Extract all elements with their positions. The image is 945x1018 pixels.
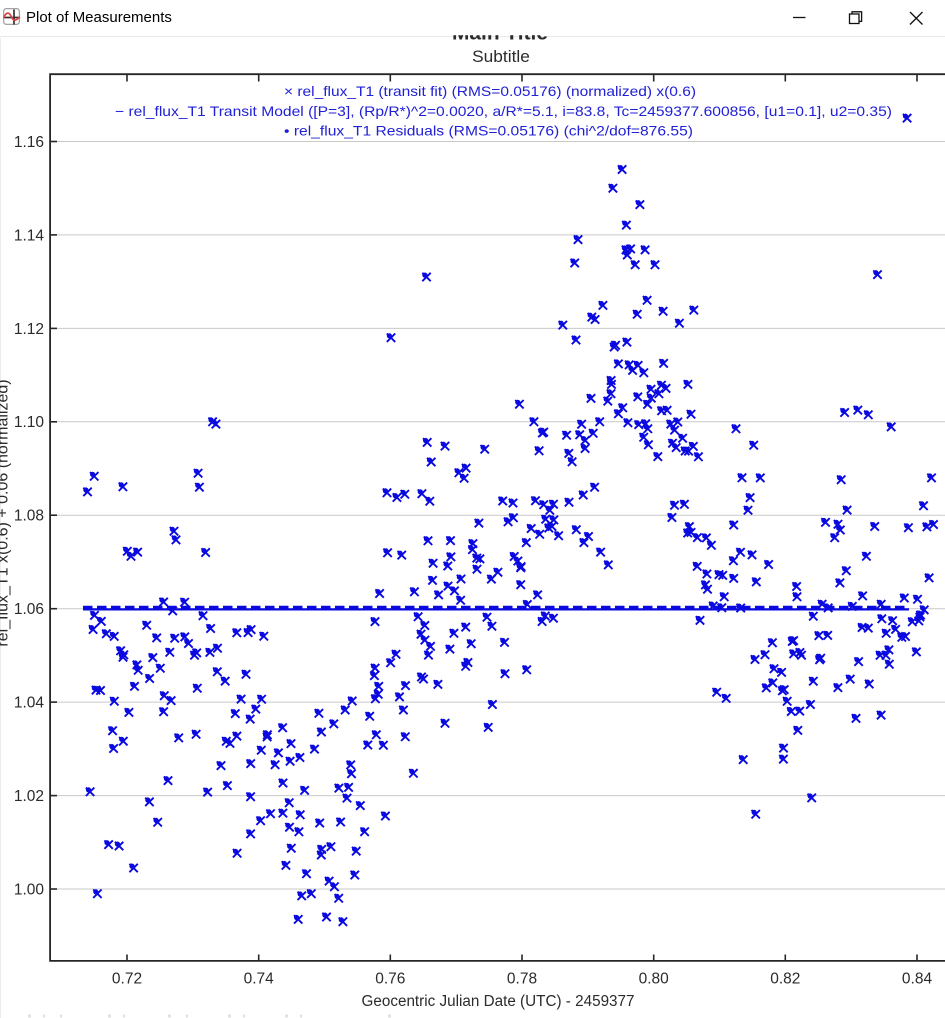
svg-text:1.14: 1.14 xyxy=(14,227,45,244)
svg-text:1.02: 1.02 xyxy=(14,788,44,805)
svg-text:0.80: 0.80 xyxy=(639,971,670,988)
svg-text:1.06: 1.06 xyxy=(14,601,44,618)
svg-text:× rel_flux_T1 (transit fit) (R: × rel_flux_T1 (transit fit) (RMS=0.05176… xyxy=(284,83,696,99)
svg-text:− rel_flux_T1 Transit Model ([: − rel_flux_T1 Transit Model ([P=3], (Rp/… xyxy=(115,103,892,119)
svg-text:• rel_flux_T1 Residuals (RMS=0: • rel_flux_T1 Residuals (RMS=0.05176) (c… xyxy=(284,123,693,139)
svg-text:1.04: 1.04 xyxy=(14,695,45,712)
svg-text:1.12: 1.12 xyxy=(14,321,44,338)
svg-text:0.84: 0.84 xyxy=(902,971,933,988)
svg-text:rel_flux_T1 x(0.6) + 0.06 (nor: rel_flux_T1 x(0.6) + 0.06 (normalized) xyxy=(0,379,12,646)
svg-text:Geocentric Julian Date (UTC) -: Geocentric Julian Date (UTC) - 2459377 xyxy=(362,993,635,1010)
svg-text:1.00: 1.00 xyxy=(14,881,45,898)
svg-text:0.76: 0.76 xyxy=(375,971,405,988)
svg-text:0.78: 0.78 xyxy=(507,971,537,988)
svg-text:1.16: 1.16 xyxy=(14,134,44,151)
svg-text:Subtitle: Subtitle xyxy=(472,47,530,66)
svg-text:1.10: 1.10 xyxy=(14,414,45,431)
svg-text:0.74: 0.74 xyxy=(244,971,275,988)
svg-text:0.72: 0.72 xyxy=(112,971,142,988)
svg-text:1.08: 1.08 xyxy=(14,508,44,525)
svg-text:0.82: 0.82 xyxy=(770,971,800,988)
